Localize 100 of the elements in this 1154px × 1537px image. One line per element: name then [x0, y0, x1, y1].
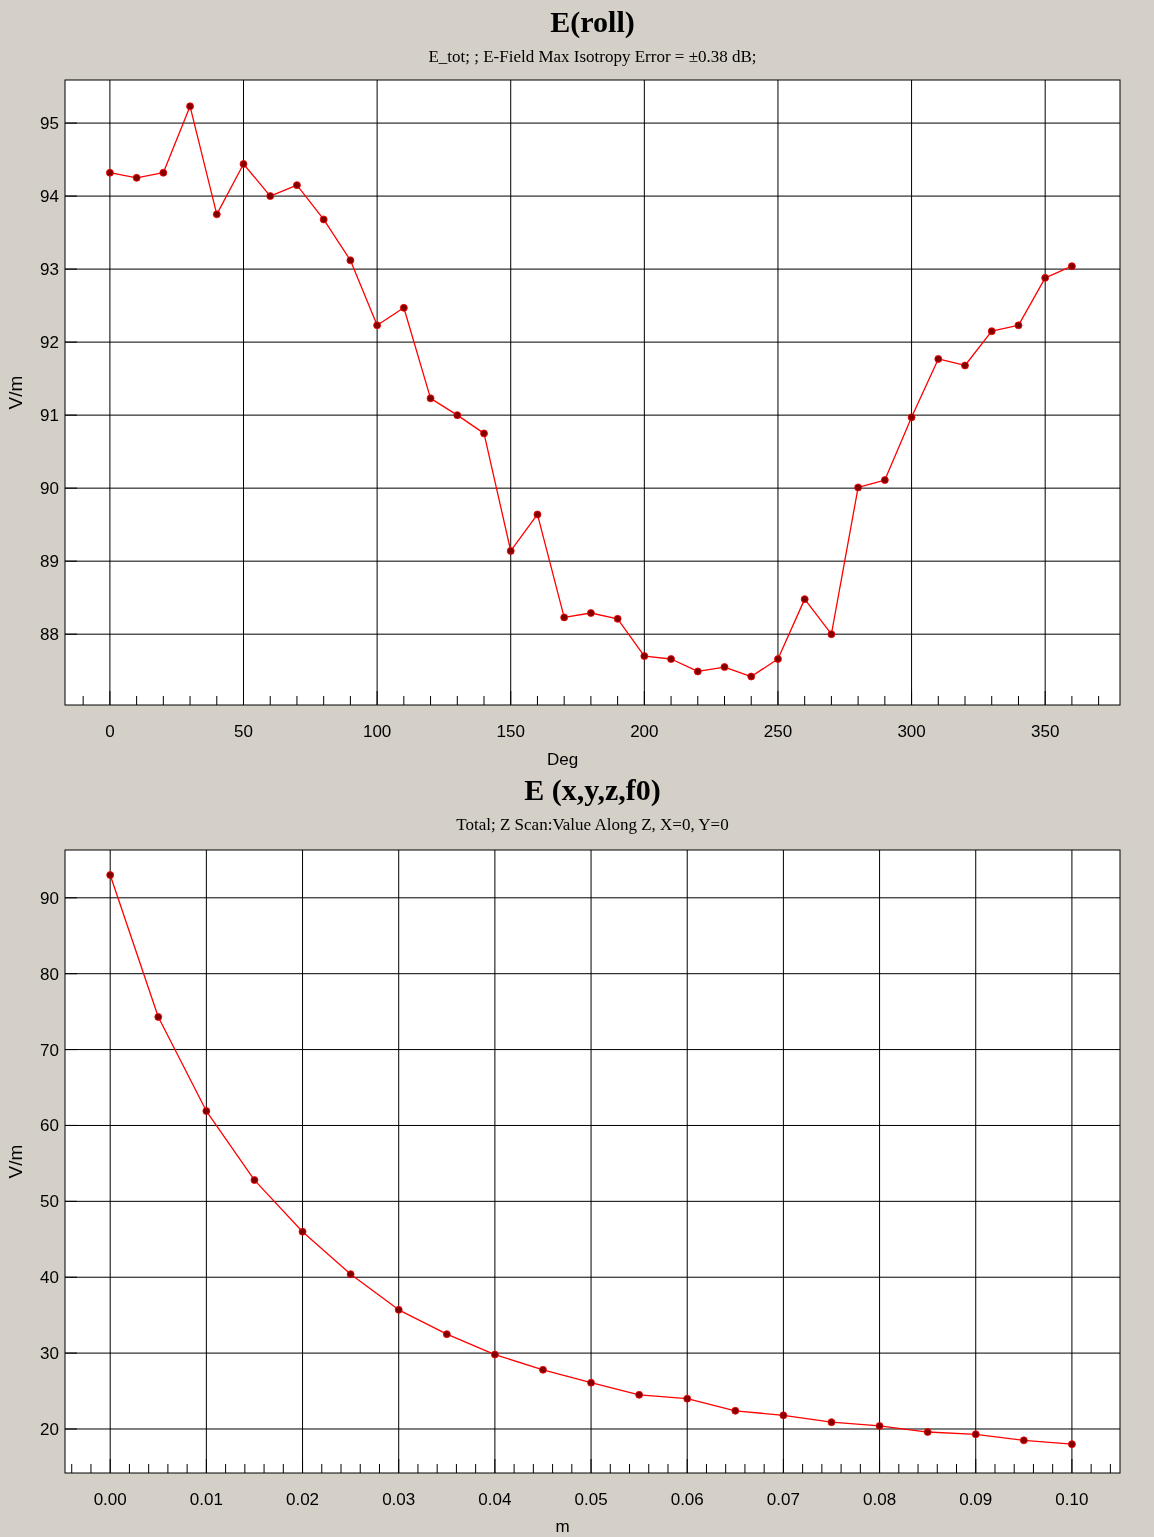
x-tick-label: 0.01: [189, 1490, 223, 1509]
point: [186, 102, 194, 111]
point: [587, 1378, 595, 1387]
point: [693, 667, 702, 676]
point: [480, 429, 488, 438]
point: [747, 672, 756, 681]
point: [827, 1418, 836, 1427]
point: [319, 215, 328, 224]
y-tick-label: 89: [40, 552, 59, 572]
point: [560, 613, 569, 622]
point: [731, 1406, 740, 1415]
point: [106, 871, 115, 879]
point: [854, 483, 863, 492]
chart-subtitle: E_tot; ; E-Field Max Isotropy Error = ±0.38 dB;: [428, 47, 757, 66]
point: [827, 630, 836, 639]
point: [587, 609, 595, 617]
point: [774, 655, 782, 663]
y-tick-label: 30: [40, 1344, 59, 1364]
chart-subtitle: Total; Z Scan:Value Along Z, X=0, Y=0: [456, 815, 729, 834]
x-tick-label: 0.06: [670, 1490, 704, 1509]
point: [875, 1422, 884, 1430]
point: [683, 1394, 692, 1403]
point: [613, 614, 622, 623]
point: [202, 1107, 211, 1115]
x-tick-label: 0.10: [1055, 1490, 1089, 1509]
y-tick-label: 40: [40, 1268, 59, 1288]
y-tick-label: 50: [40, 1192, 59, 1212]
y-tick-label: 20: [40, 1419, 59, 1439]
point: [490, 1350, 499, 1359]
point: [635, 1390, 644, 1399]
x-tick-label: 200: [630, 722, 659, 741]
y-tick-label: 93: [40, 260, 59, 280]
point: [1019, 1436, 1028, 1445]
x-tick-label: 300: [897, 722, 926, 741]
y-tick-label: 94: [40, 187, 59, 207]
point: [934, 355, 943, 363]
chart-title: E (x,y,z,f0): [524, 773, 661, 807]
point: [373, 321, 382, 330]
point: [426, 394, 435, 403]
y-tick-label: 95: [40, 114, 59, 134]
y-tick-label: 70: [40, 1040, 59, 1060]
point: [779, 1411, 788, 1420]
point: [442, 1330, 451, 1339]
x-tick-label: 0.00: [93, 1490, 127, 1509]
point: [720, 663, 729, 671]
point: [1068, 1440, 1076, 1449]
x-tick-label: 50: [234, 722, 253, 741]
x-tick-label: 150: [496, 722, 525, 741]
point: [667, 655, 675, 663]
x-tick-label: 0.03: [382, 1490, 416, 1509]
y-tick-label: 92: [40, 333, 59, 353]
point: [346, 256, 355, 265]
x-tick-label: 0.02: [286, 1490, 320, 1509]
y-tick-label: 60: [40, 1116, 59, 1136]
x-tick-label: 100: [362, 722, 392, 741]
point: [394, 1305, 403, 1314]
point: [159, 168, 168, 177]
point: [212, 210, 221, 219]
x-tick-label: 0.05: [574, 1490, 608, 1509]
x-axis-title: Deg: [546, 750, 579, 769]
point: [132, 173, 141, 182]
x-tick-label: 350: [1030, 722, 1060, 741]
point: [453, 411, 462, 420]
point: [533, 510, 542, 519]
point: [539, 1365, 547, 1374]
point: [346, 1270, 355, 1279]
x-tick-label: 0.07: [766, 1490, 800, 1509]
point: [266, 192, 275, 200]
point: [880, 476, 889, 485]
x-axis-title: m: [555, 1517, 570, 1536]
point: [298, 1227, 307, 1236]
point: [105, 168, 114, 177]
y-tick-label: 90: [40, 888, 59, 908]
point: [640, 652, 649, 660]
point: [1014, 321, 1023, 330]
x-tick-label: 0.08: [863, 1490, 897, 1509]
point: [800, 595, 809, 604]
point: [293, 181, 301, 190]
point: [971, 1430, 980, 1439]
point: [506, 547, 515, 555]
point: [1068, 262, 1076, 271]
point: [923, 1428, 932, 1436]
x-tick-label: 0: [105, 722, 115, 741]
point: [154, 1013, 163, 1021]
x-tick-label: 0.04: [478, 1490, 512, 1509]
y-tick-label: 80: [40, 964, 59, 984]
point: [399, 303, 408, 312]
y-tick-label: 88: [40, 625, 59, 645]
y-tick-label: 90: [40, 479, 59, 499]
x-tick-label: 250: [763, 722, 793, 741]
point: [1041, 273, 1050, 282]
point: [907, 413, 916, 422]
x-tick-label: 0.09: [959, 1490, 993, 1509]
point: [239, 160, 248, 168]
point: [987, 327, 996, 336]
y-tick-label: 91: [40, 406, 59, 426]
chart-title: E(roll): [550, 5, 635, 39]
y-axis-title: V/m: [5, 375, 26, 410]
point: [961, 361, 969, 370]
y-axis-title: V/m: [5, 1144, 26, 1179]
